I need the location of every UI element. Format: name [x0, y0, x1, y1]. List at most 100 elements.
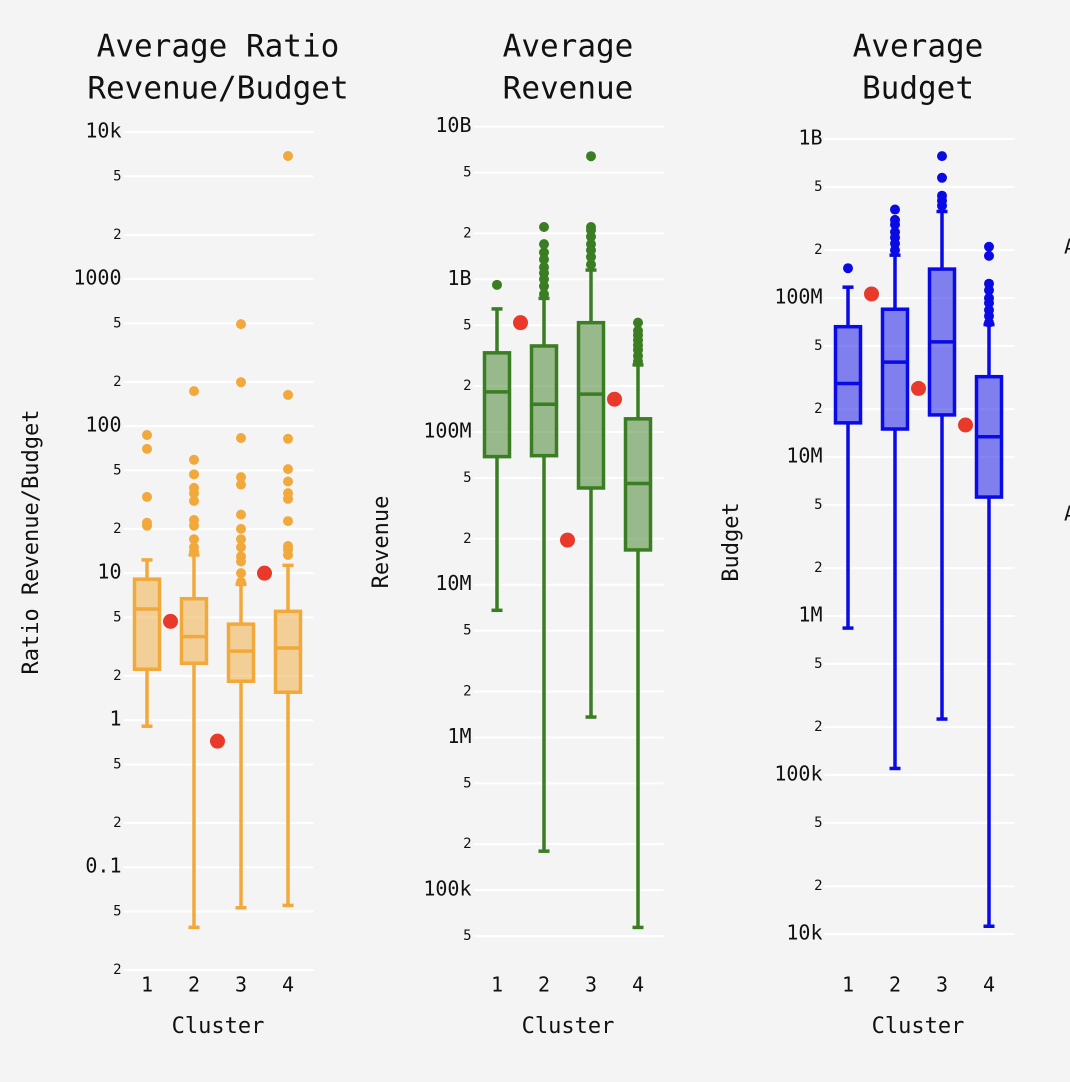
- y-tick-label: 2: [113, 521, 121, 537]
- outlier: [142, 491, 152, 502]
- y-tick-label: 100k: [423, 877, 471, 901]
- x-axis-label: Cluster: [522, 1014, 615, 1039]
- y-tick-label: 5: [113, 315, 121, 331]
- outlier: [142, 520, 152, 531]
- outlier: [142, 430, 152, 441]
- y-tick-label: 10k: [786, 921, 822, 945]
- chart-title: Revenue: [503, 71, 634, 107]
- x-tick-label: 1: [842, 973, 854, 997]
- y-tick-label: 2: [814, 242, 822, 258]
- y-tick-label: 2: [113, 374, 121, 390]
- x-tick-label: 4: [632, 973, 644, 997]
- box: [880, 307, 910, 431]
- y-tick-label: 1000: [73, 266, 121, 290]
- outlier: [890, 219, 900, 230]
- y-tick-label: 2: [814, 878, 822, 894]
- y-tick-label: 5: [113, 903, 121, 919]
- annotation: A: [1064, 502, 1070, 526]
- chart-title: Average: [503, 29, 634, 65]
- box: [273, 609, 303, 694]
- x-tick-label: 2: [538, 973, 550, 997]
- outlier: [937, 151, 947, 162]
- outlier: [937, 200, 947, 211]
- y-tick-label: 5: [463, 165, 471, 181]
- outlier: [189, 386, 199, 397]
- outlier: [539, 289, 549, 300]
- outlier: [539, 281, 549, 292]
- outlier: [236, 534, 246, 545]
- y-tick-label: 10k: [85, 119, 121, 143]
- y-tick-label: 0.1: [85, 854, 121, 878]
- y-tick-label: 5: [113, 756, 121, 772]
- outlier: [236, 472, 246, 483]
- chart-title: Average Ratio: [97, 29, 340, 65]
- x-tick-label: 3: [936, 973, 948, 997]
- x-axis-label: Cluster: [872, 1014, 965, 1039]
- mean-marker: [560, 532, 575, 548]
- outlier: [189, 469, 199, 480]
- y-tick-label: 2: [463, 836, 471, 852]
- outlier: [633, 356, 643, 367]
- y-tick-label: 2: [113, 227, 121, 243]
- outlier: [539, 247, 549, 258]
- outlier: [984, 317, 994, 328]
- mean-marker: [958, 417, 973, 433]
- outlier: [539, 274, 549, 285]
- x-tick-label: 1: [491, 973, 503, 997]
- mean-marker: [864, 286, 879, 302]
- y-tick-label: 5: [463, 623, 471, 639]
- outlier: [236, 577, 246, 588]
- y-tick-label: 5: [113, 609, 121, 625]
- outlier: [283, 464, 293, 475]
- outlier: [236, 509, 246, 520]
- y-tick-label: 5: [463, 317, 471, 333]
- y-tick-label: 5: [113, 462, 121, 478]
- y-tick-label: 2: [463, 683, 471, 699]
- outlier: [539, 222, 549, 233]
- outlier: [586, 251, 596, 262]
- outlier: [984, 241, 994, 252]
- chart-title: Budget: [862, 71, 974, 107]
- x-tick-label: 4: [983, 973, 995, 997]
- y-tick-label: 2: [814, 401, 822, 417]
- outlier: [189, 546, 199, 557]
- outlier: [236, 542, 246, 553]
- y-tick-label: 5: [814, 338, 822, 354]
- outlier: [586, 259, 596, 270]
- y-tick-label: 10M: [435, 571, 471, 595]
- y-axis-label: Ratio Revenue/Budget: [19, 410, 44, 675]
- mean-marker: [210, 733, 225, 749]
- outlier: [189, 454, 199, 465]
- outlier: [189, 488, 199, 499]
- box: [529, 344, 559, 458]
- y-tick-label: 5: [463, 470, 471, 486]
- outlier: [142, 443, 152, 454]
- y-tick-label: 100M: [774, 285, 822, 309]
- y-tick-label: 2: [463, 378, 471, 394]
- y-tick-label: 1M: [798, 603, 822, 627]
- y-axis-label: Budget: [719, 502, 744, 581]
- y-tick-label: 5: [463, 775, 471, 791]
- y-axis-label: Revenue: [369, 496, 394, 589]
- x-tick-label: 3: [585, 973, 597, 997]
- outlier: [492, 279, 502, 290]
- outlier: [633, 317, 643, 328]
- chart-title: Revenue/Budget: [87, 71, 348, 107]
- y-tick-label: 10B: [435, 113, 471, 137]
- y-tick-label: 100: [85, 413, 121, 437]
- y-tick-label: 5: [814, 656, 822, 672]
- y-tick-label: 5: [814, 497, 822, 513]
- outlier: [236, 377, 246, 388]
- y-tick-label: 1M: [447, 724, 471, 748]
- outlier: [984, 285, 994, 296]
- outlier: [843, 263, 853, 274]
- y-tick-label: 2: [814, 719, 822, 735]
- y-tick-label: 5: [463, 928, 471, 944]
- outlier: [283, 549, 293, 560]
- x-axis-label: Cluster: [172, 1014, 265, 1039]
- y-tick-label: 2: [814, 560, 822, 576]
- outlier: [890, 245, 900, 256]
- outlier: [586, 151, 596, 162]
